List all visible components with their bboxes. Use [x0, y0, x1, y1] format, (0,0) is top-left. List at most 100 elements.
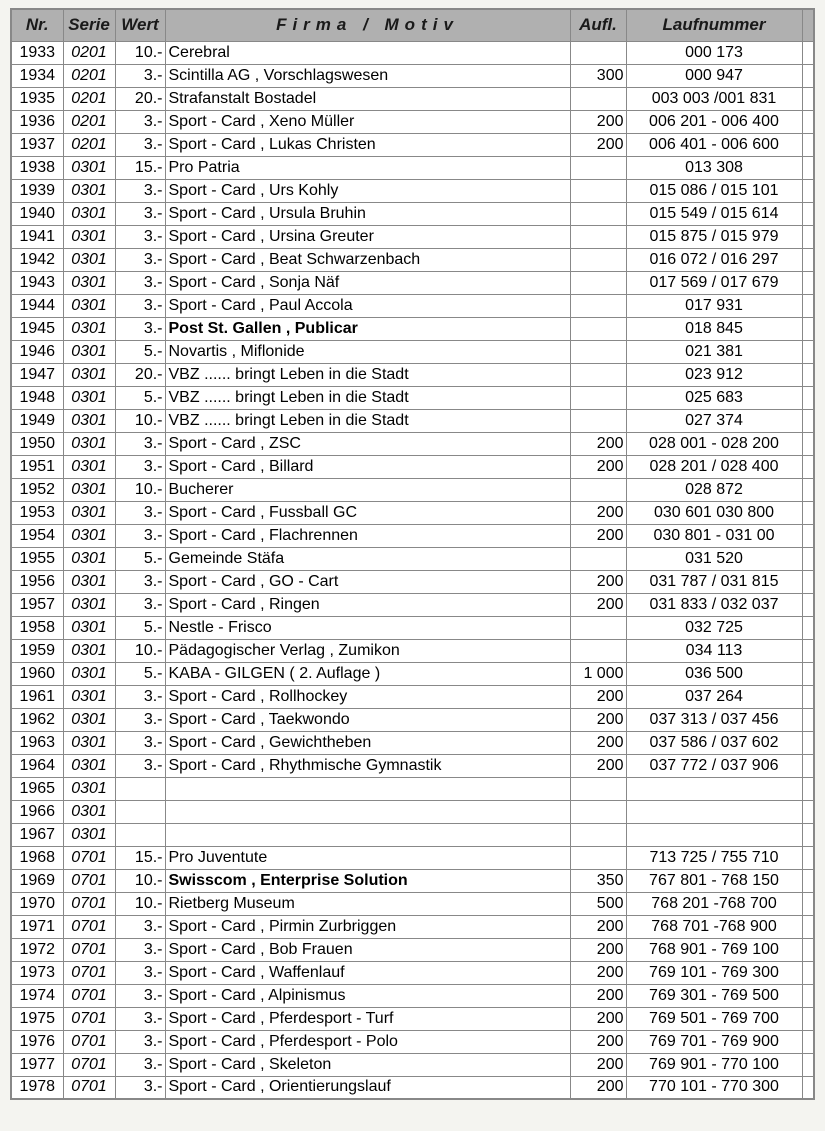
- cell-extra: [802, 984, 814, 1007]
- cell-serie: 0301: [63, 317, 115, 340]
- cell-firma: Sport - Card , Ursula Bruhin: [165, 202, 570, 225]
- cell-wert: 3.-: [115, 225, 165, 248]
- cell-nr: 1961: [11, 685, 63, 708]
- cell-nr: 1974: [11, 984, 63, 1007]
- cell-serie: 0301: [63, 662, 115, 685]
- cell-serie: 0201: [63, 41, 115, 64]
- cell-lauf: 006 401 - 006 600: [626, 133, 802, 156]
- cell-lauf: 017 569 / 017 679: [626, 271, 802, 294]
- cell-lauf: 034 113: [626, 639, 802, 662]
- cell-lauf: 021 381: [626, 340, 802, 363]
- header-lauf: Laufnummer: [626, 9, 802, 41]
- cell-extra: [802, 547, 814, 570]
- cell-nr: 1960: [11, 662, 63, 685]
- table-body: 1933020110.-Cerebral000 173193402013.-Sc…: [11, 41, 814, 1099]
- cell-firma: Sport - Card , Pirmin Zurbriggen: [165, 915, 570, 938]
- cell-nr: 1972: [11, 938, 63, 961]
- table-row: 197107013.-Sport - Card , Pirmin Zurbrig…: [11, 915, 814, 938]
- cell-serie: 0201: [63, 133, 115, 156]
- cell-firma: Nestle - Frisco: [165, 616, 570, 639]
- cell-lauf: 769 101 - 769 300: [626, 961, 802, 984]
- cell-aufl: 200: [570, 432, 626, 455]
- cell-nr: 1958: [11, 616, 63, 639]
- cell-wert: 3.-: [115, 685, 165, 708]
- cell-nr: 1951: [11, 455, 63, 478]
- cell-lauf: 013 308: [626, 156, 802, 179]
- cell-extra: [802, 823, 814, 846]
- cell-nr: 1934: [11, 64, 63, 87]
- cell-nr: 1955: [11, 547, 63, 570]
- cell-wert: 3.-: [115, 64, 165, 87]
- cell-aufl: [570, 294, 626, 317]
- cell-extra: [802, 731, 814, 754]
- cell-nr: 1975: [11, 1007, 63, 1030]
- cell-wert: 20.-: [115, 87, 165, 110]
- table-row: 195403013.-Sport - Card , Flachrennen200…: [11, 524, 814, 547]
- cell-extra: [802, 501, 814, 524]
- table-row: 1935020120.-Strafanstalt Bostadel003 003…: [11, 87, 814, 110]
- table-row: 196303013.-Sport - Card , Gewichtheben20…: [11, 731, 814, 754]
- table-row: 193702013.-Sport - Card , Lukas Christen…: [11, 133, 814, 156]
- cell-aufl: 350: [570, 869, 626, 892]
- table-row: 19660301: [11, 800, 814, 823]
- cell-aufl: 1 000: [570, 662, 626, 685]
- table-row: 194103013.-Sport - Card , Ursina Greuter…: [11, 225, 814, 248]
- cell-lauf: 003 003 /001 831: [626, 87, 802, 110]
- cell-serie: 0301: [63, 800, 115, 823]
- cell-extra: [802, 1030, 814, 1053]
- cell-serie: 0201: [63, 64, 115, 87]
- cell-lauf: 015 549 / 015 614: [626, 202, 802, 225]
- cell-aufl: [570, 340, 626, 363]
- cell-aufl: 200: [570, 455, 626, 478]
- cell-lauf: 031 833 / 032 037: [626, 593, 802, 616]
- cell-lauf: 770 101 - 770 300: [626, 1076, 802, 1099]
- cell-wert: 10.-: [115, 478, 165, 501]
- cell-aufl: [570, 800, 626, 823]
- table-row: 194203013.-Sport - Card , Beat Schwarzen…: [11, 248, 814, 271]
- cell-serie: 0701: [63, 1007, 115, 1030]
- cell-nr: 1944: [11, 294, 63, 317]
- cell-lauf: 768 201 -768 700: [626, 892, 802, 915]
- cell-wert: 10.-: [115, 409, 165, 432]
- cell-extra: [802, 524, 814, 547]
- cell-wert: 3.-: [115, 1030, 165, 1053]
- cell-serie: 0301: [63, 202, 115, 225]
- cell-wert: 3.-: [115, 179, 165, 202]
- cell-extra: [802, 110, 814, 133]
- cell-serie: 0301: [63, 455, 115, 478]
- cell-firma: Sport - Card , Paul Accola: [165, 294, 570, 317]
- cell-extra: [802, 363, 814, 386]
- cell-extra: [802, 179, 814, 202]
- cell-wert: 3.-: [115, 1007, 165, 1030]
- table-row: 195803015.-Nestle - Frisco032 725: [11, 616, 814, 639]
- cell-wert: 3.-: [115, 133, 165, 156]
- table-row: 19650301: [11, 777, 814, 800]
- cell-wert: 3.-: [115, 248, 165, 271]
- cell-serie: 0301: [63, 409, 115, 432]
- cell-firma: Pro Juventute: [165, 846, 570, 869]
- cell-nr: 1967: [11, 823, 63, 846]
- cell-aufl: 200: [570, 915, 626, 938]
- cell-serie: 0701: [63, 869, 115, 892]
- cell-aufl: 200: [570, 593, 626, 616]
- cell-wert: 10.-: [115, 41, 165, 64]
- cell-aufl: 200: [570, 961, 626, 984]
- cell-aufl: 200: [570, 984, 626, 1007]
- cell-lauf: [626, 823, 802, 846]
- cell-extra: [802, 777, 814, 800]
- cell-nr: 1978: [11, 1076, 63, 1099]
- cell-lauf: 027 374: [626, 409, 802, 432]
- cell-firma: Sport - Card , Skeleton: [165, 1053, 570, 1076]
- cell-aufl: [570, 846, 626, 869]
- cell-firma: Sport - Card , Fussball GC: [165, 501, 570, 524]
- cell-firma: Pro Patria: [165, 156, 570, 179]
- cell-wert: 5.-: [115, 386, 165, 409]
- cell-aufl: [570, 777, 626, 800]
- cell-lauf: 037 264: [626, 685, 802, 708]
- cell-firma: [165, 823, 570, 846]
- cell-nr: 1948: [11, 386, 63, 409]
- cell-aufl: [570, 363, 626, 386]
- cell-lauf: 031 520: [626, 547, 802, 570]
- cell-lauf: 015 875 / 015 979: [626, 225, 802, 248]
- cell-firma: Strafanstalt Bostadel: [165, 87, 570, 110]
